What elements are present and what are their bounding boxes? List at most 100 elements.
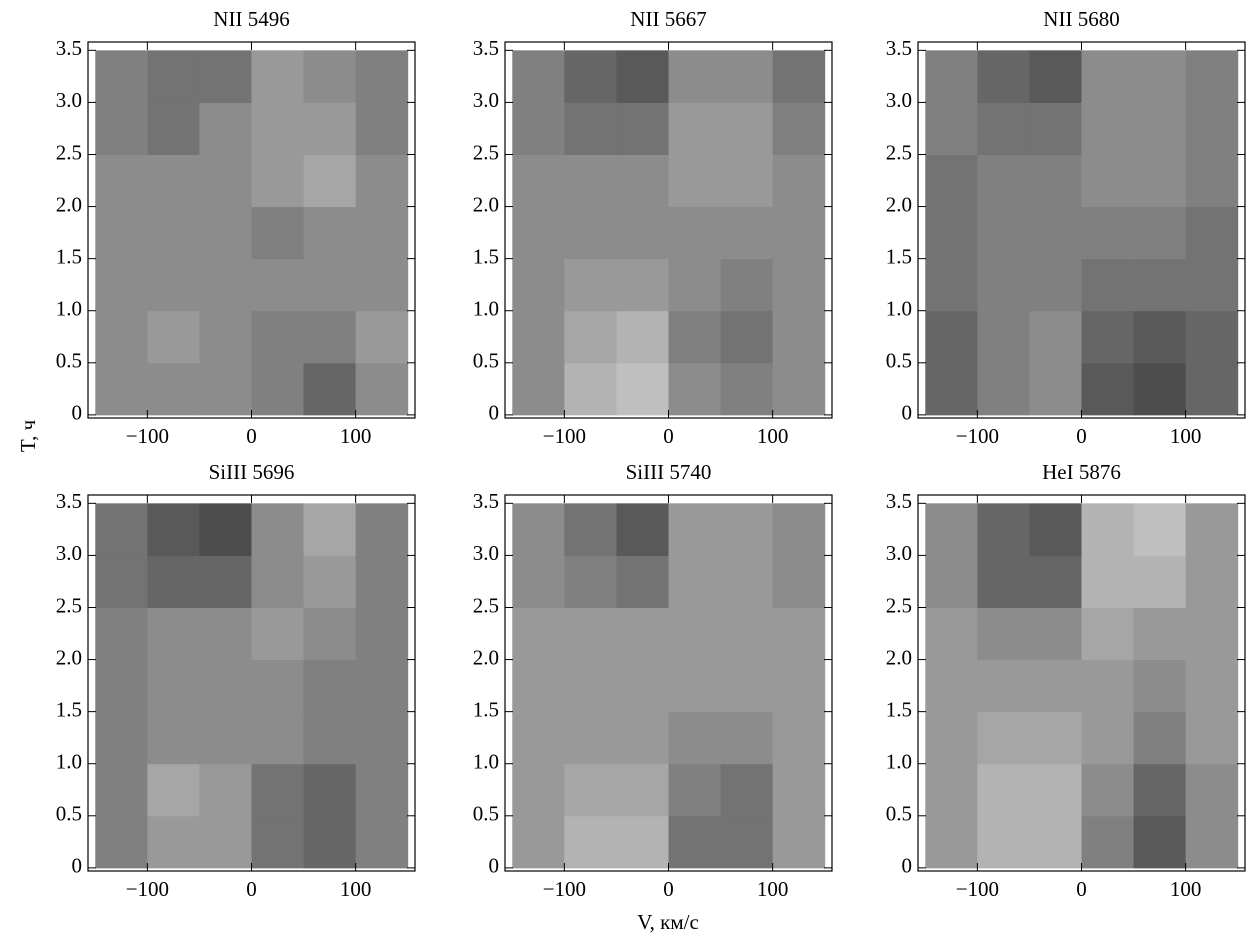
heatmap-cell	[199, 659, 252, 713]
y-tick-label: 3.0	[886, 541, 912, 565]
heatmap-cell	[772, 555, 826, 608]
heatmap-cell	[720, 763, 774, 817]
heatmap-cell	[355, 362, 409, 416]
heatmap-cell	[147, 206, 200, 260]
heatmap-cell	[720, 711, 774, 765]
y-tick-label: 3.0	[56, 541, 82, 565]
heatmap-cell	[977, 763, 1030, 817]
heatmap-cell	[199, 258, 252, 312]
y-tick-label: 2.5	[56, 140, 82, 164]
heatmap-cell	[355, 102, 409, 155]
heatmap-cell	[95, 503, 148, 556]
y-tick-label: 3.0	[473, 88, 499, 112]
y-tick-label: 2.0	[56, 192, 82, 216]
x-tick-label: 100	[757, 877, 789, 901]
heatmap-cell	[616, 659, 669, 713]
heatmap-cell	[1185, 503, 1239, 556]
heatmap-cell	[512, 555, 565, 608]
heatmap-cell	[199, 711, 252, 765]
heatmap-cell	[925, 258, 978, 312]
heatmap-cell	[1081, 815, 1135, 869]
heatmap-cell	[564, 206, 617, 260]
heatmap-cell	[147, 503, 200, 556]
heatmap-cell	[303, 206, 357, 260]
heatmap-cell	[1133, 50, 1187, 103]
heatmap-cell	[1081, 206, 1135, 260]
heatmap-cell	[512, 763, 565, 817]
heatmap-cell	[303, 607, 357, 661]
heatmap-cell	[564, 50, 617, 103]
heatmap-cell	[925, 154, 978, 208]
heatmap-cell	[1133, 659, 1187, 713]
y-tick-label: 3.5	[473, 36, 499, 60]
heatmap-cell	[199, 555, 252, 608]
heatmap-cell	[564, 362, 617, 416]
heatmap-cell	[1029, 310, 1082, 364]
heatmap-cell	[1133, 258, 1187, 312]
heatmap-cell	[512, 503, 565, 556]
heatmap-cell	[147, 659, 200, 713]
heatmap-cell	[303, 362, 357, 416]
x-tick-label: 0	[1076, 424, 1087, 448]
heatmap-cell	[925, 310, 978, 364]
y-tick-label: 3.5	[56, 36, 82, 60]
y-tick-label: 1.0	[56, 297, 82, 321]
heatmap-cell	[1185, 815, 1239, 869]
heatmap-cell	[512, 50, 565, 103]
heatmap-cell	[564, 258, 617, 312]
heatmap-cell	[1185, 659, 1239, 713]
heatmap-cell	[668, 763, 722, 817]
heatmap-cell	[772, 206, 826, 260]
heatmap-cell	[303, 711, 357, 765]
heatmap-cell	[1029, 50, 1082, 103]
heatmap-cell	[564, 607, 617, 661]
heatmap-cell	[925, 711, 978, 765]
heatmap-cell	[925, 815, 978, 869]
heatmap-cell	[1133, 607, 1187, 661]
heatmap-cell	[616, 503, 669, 556]
heatmap-cell	[355, 258, 409, 312]
heatmap-cell	[1185, 206, 1239, 260]
heatmap-cell	[355, 310, 409, 364]
heatmap-cell	[95, 555, 148, 608]
heatmap-cell	[720, 503, 774, 556]
heatmap-cell	[251, 310, 305, 364]
heatmap-cell	[564, 763, 617, 817]
heatmap-cell	[720, 659, 774, 713]
y-tick-label: 0.5	[886, 349, 912, 373]
heatmap-cell	[251, 607, 305, 661]
heatmap-cell	[977, 711, 1030, 765]
heatmap-cell	[1185, 555, 1239, 608]
heatmap-cell	[251, 503, 305, 556]
x-tick-label: −100	[956, 424, 999, 448]
heatmap-cell	[1133, 310, 1187, 364]
heatmap-cell	[564, 555, 617, 608]
y-tick-label: 1.0	[473, 750, 499, 774]
y-tick-label: 0.5	[473, 802, 499, 826]
heatmap-cell	[1029, 258, 1082, 312]
heatmap-cell	[1185, 711, 1239, 765]
heatmap-cell	[251, 206, 305, 260]
heatmap-cell	[772, 711, 826, 765]
y-tick-label: 3.0	[56, 88, 82, 112]
heatmap-cell	[147, 258, 200, 312]
heatmap-cell	[355, 154, 409, 208]
heatmap-cell	[147, 50, 200, 103]
heatmap-cell	[616, 763, 669, 817]
y-tick-label: 1.5	[473, 697, 499, 721]
y-tick-label: 0.5	[886, 802, 912, 826]
heatmap-cell	[512, 102, 565, 155]
heatmap-cell	[1081, 659, 1135, 713]
heatmap-cell	[1133, 815, 1187, 869]
x-tick-label: −100	[126, 424, 169, 448]
heatmap-cell	[1133, 555, 1187, 608]
y-tick-label: 1.5	[56, 697, 82, 721]
heatmap-cell	[668, 362, 722, 416]
heatmap-cell	[668, 815, 722, 869]
heatmap-cell	[925, 659, 978, 713]
heatmap-cell	[251, 50, 305, 103]
heatmap-cell	[303, 659, 357, 713]
y-tick-label: 0	[489, 854, 500, 878]
heatmap-cell	[772, 258, 826, 312]
